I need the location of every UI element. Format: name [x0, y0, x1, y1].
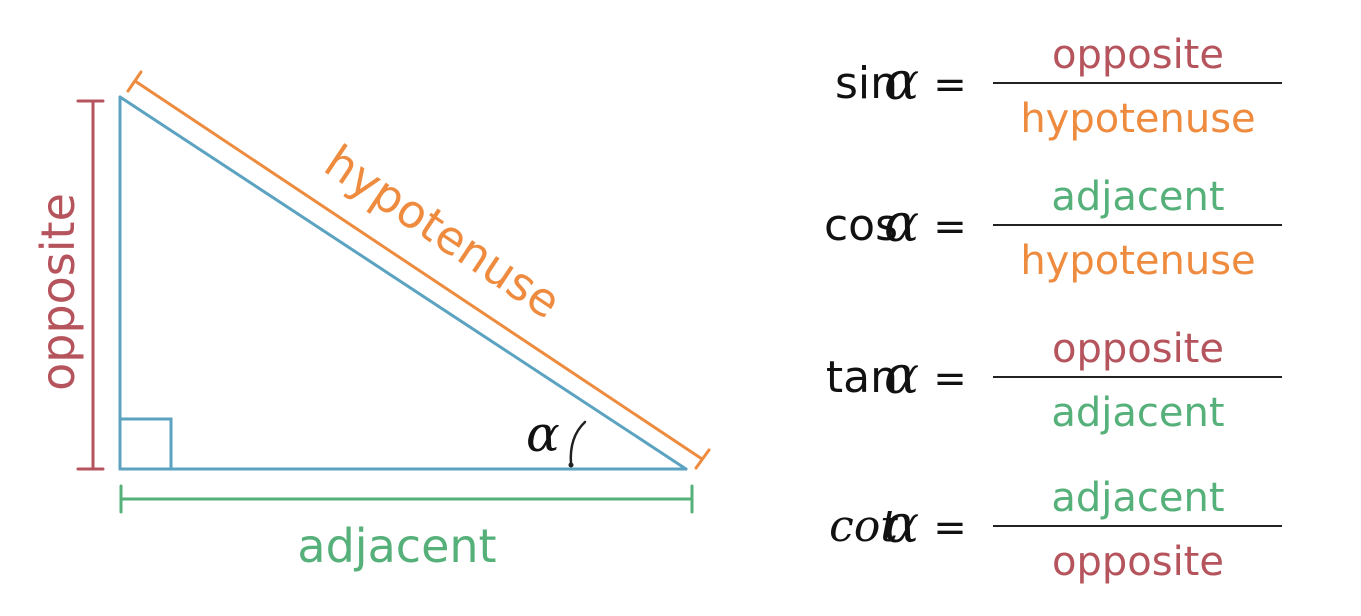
formula-tan-numerator: opposite	[1052, 326, 1224, 372]
formula-sin-equals: =	[933, 62, 967, 108]
formula-cot-function: cot	[829, 501, 898, 552]
formula-sin-denominator: hypotenuse	[1020, 96, 1255, 142]
adjacent-dimension	[119, 484, 694, 514]
opposite-side-label: opposite	[31, 193, 85, 391]
hypotenuse-dimension	[126, 70, 711, 470]
formula-cos-numerator: adjacent	[1051, 174, 1224, 220]
formula-sin-alpha: α	[884, 52, 919, 112]
formula-cos-alpha: α	[884, 194, 919, 254]
formula-tan-equals: =	[933, 356, 967, 402]
formula-cot-equals: =	[933, 505, 967, 551]
formula-cos-function: cos	[824, 200, 898, 251]
formula-cot-denominator: opposite	[1052, 539, 1224, 585]
angle-arc	[569, 420, 587, 466]
formula-sin-function: sin	[835, 58, 898, 109]
formula-tan-denominator: adjacent	[1051, 390, 1224, 436]
angle-alpha-symbol: α	[526, 405, 560, 463]
hypotenuse-side-label: hypotenuse	[315, 134, 570, 329]
opposite-dimension	[76, 99, 105, 471]
right-angle-marker	[118, 417, 173, 471]
adjacent-side-label: adjacent	[297, 519, 496, 573]
formula-cot-numerator: adjacent	[1051, 475, 1224, 521]
formula-tan-function: tan	[826, 352, 898, 403]
right-triangle	[118, 95, 688, 471]
angle-vertex-dot	[568, 462, 574, 468]
triangle-hypotenuse-side	[118, 95, 688, 471]
formula-tan-alpha: α	[884, 346, 919, 406]
formula-cos-denominator: hypotenuse	[1020, 238, 1255, 284]
formula-sin-numerator: opposite	[1052, 32, 1224, 78]
formula-cos-equals: =	[933, 204, 967, 250]
formula-cot-alpha: α	[884, 495, 919, 555]
